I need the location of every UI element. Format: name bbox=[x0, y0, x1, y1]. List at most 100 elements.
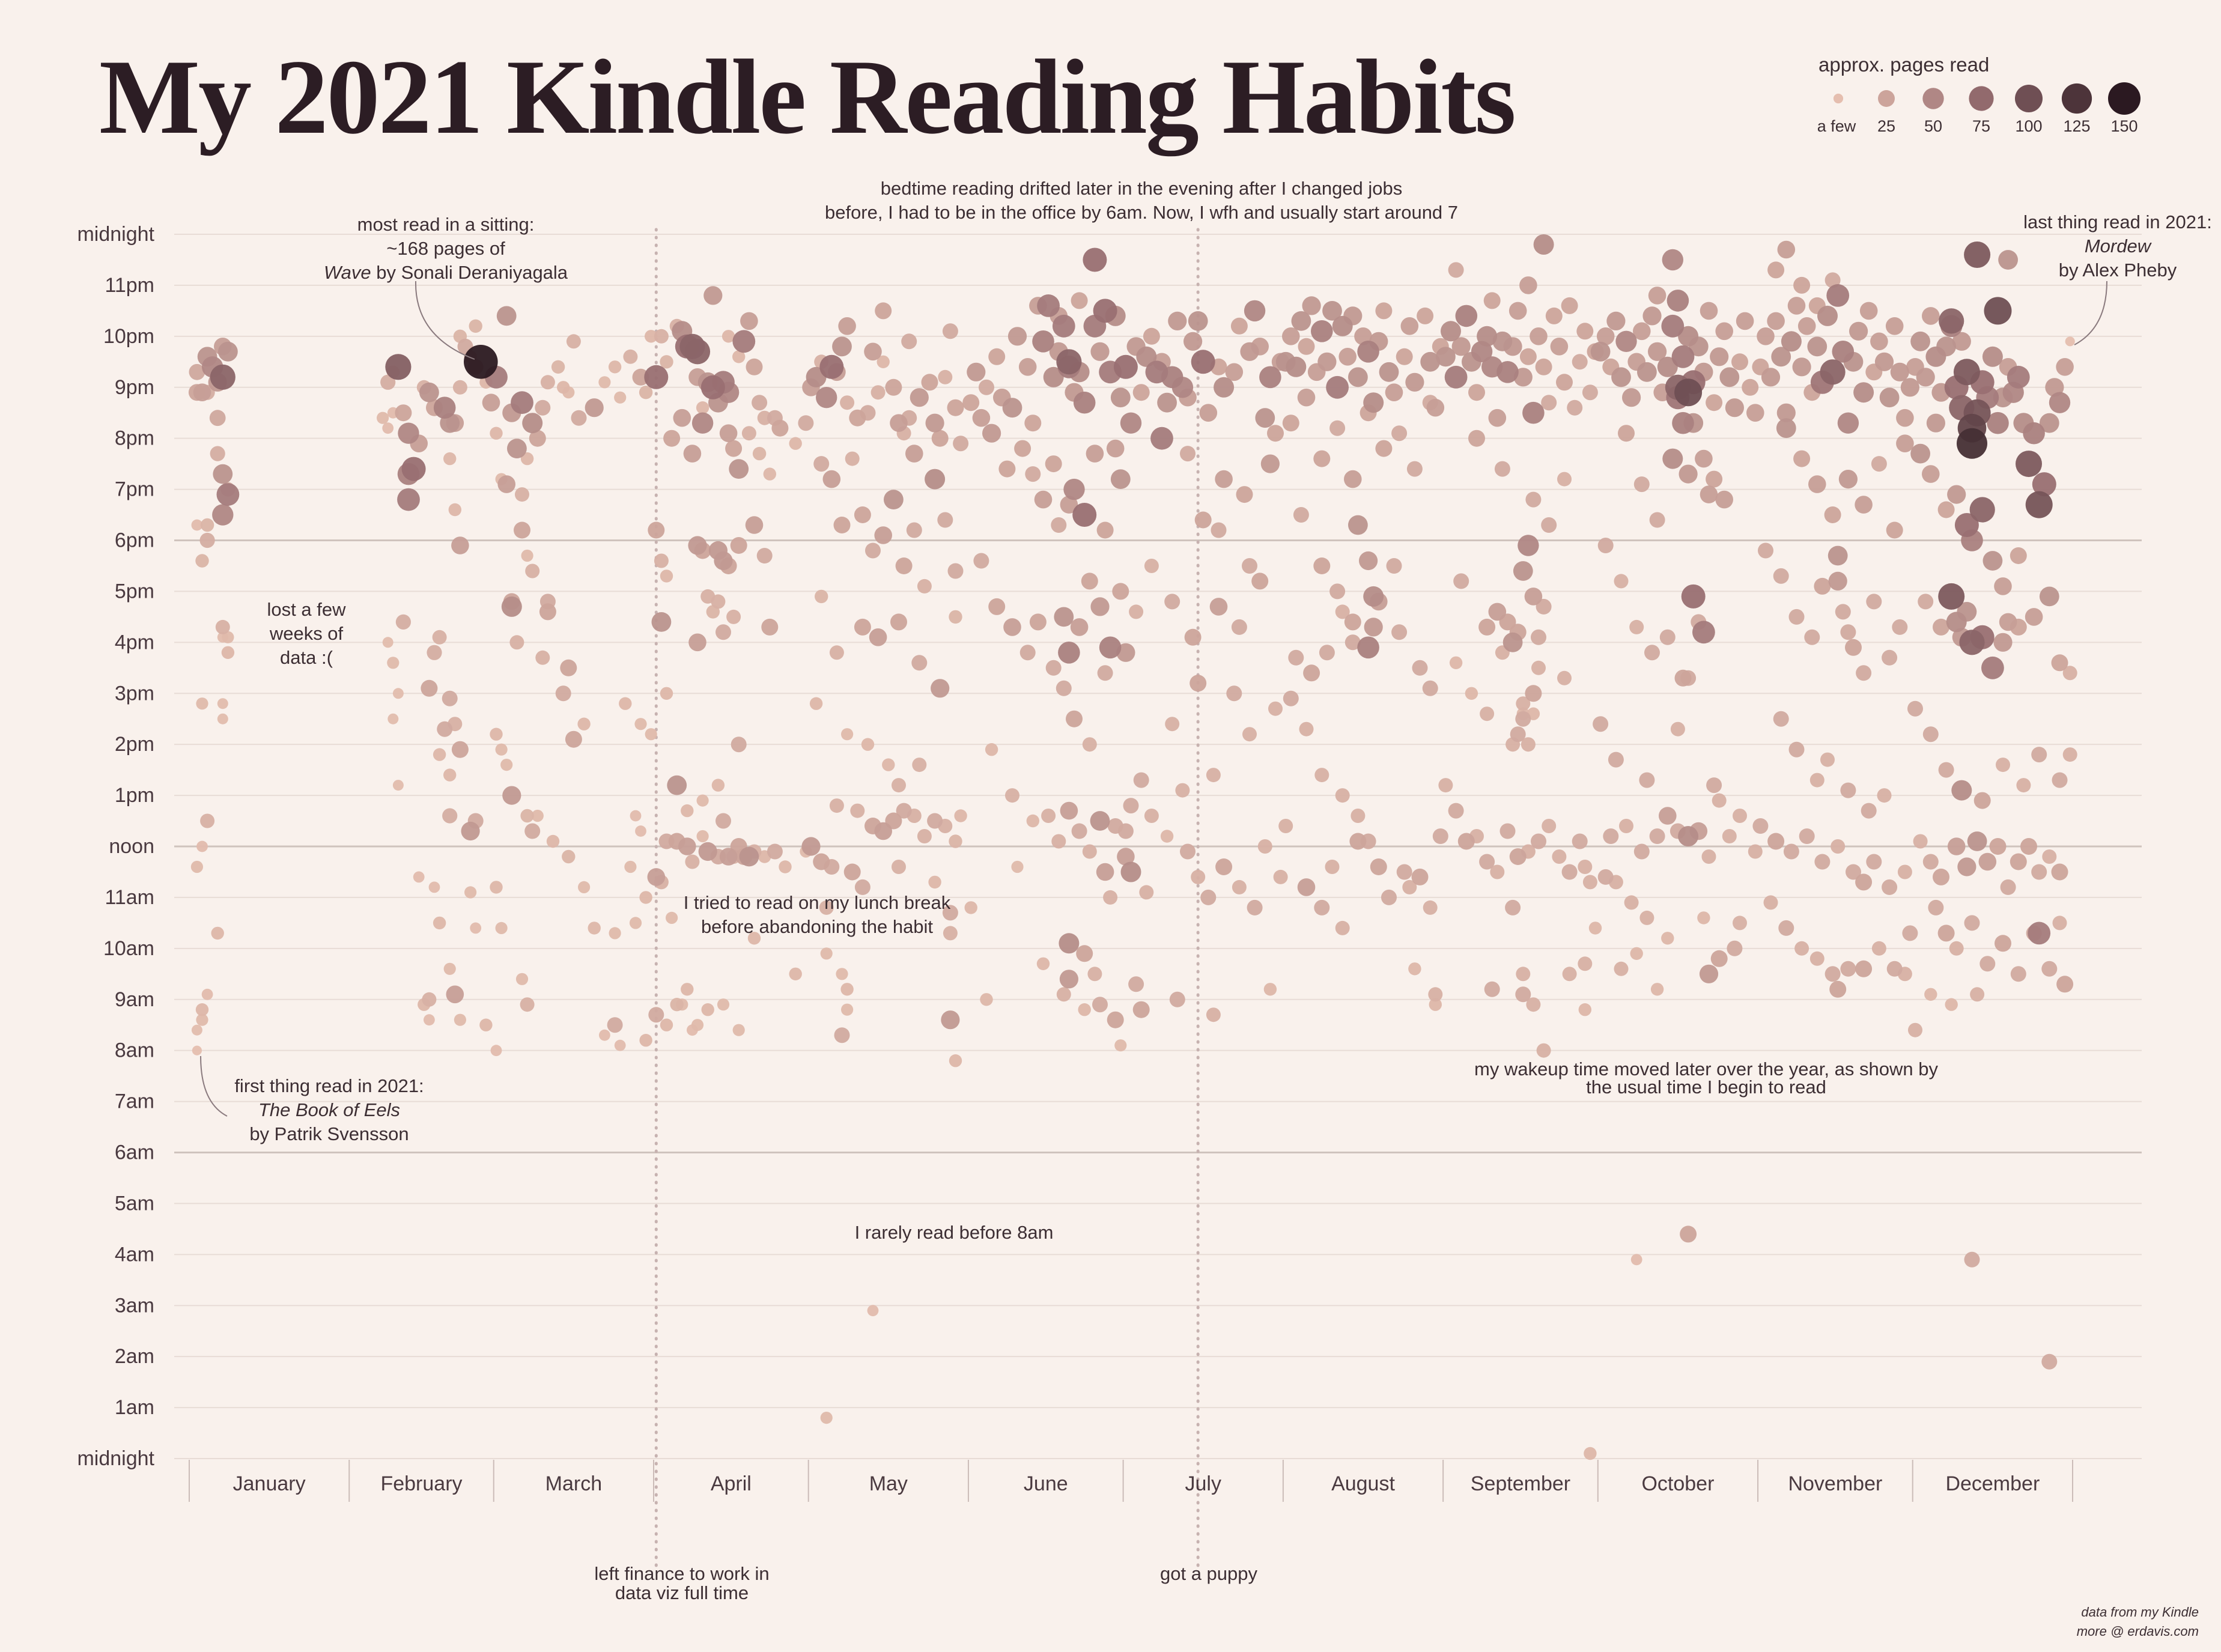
reading-session-dot bbox=[1183, 332, 1203, 351]
reading-session-dot bbox=[1060, 496, 1078, 514]
reading-session-dot bbox=[609, 927, 621, 940]
reading-session-dot bbox=[729, 459, 749, 479]
bedtime-note-line2: before, I had to be in the office by 6am… bbox=[825, 202, 1458, 223]
reading-session-dot bbox=[711, 779, 725, 792]
reading-session-dot bbox=[1970, 987, 1985, 1002]
reading-session-dot bbox=[1011, 860, 1024, 873]
reading-session-dot bbox=[1436, 347, 1456, 367]
reading-session-dot bbox=[524, 823, 541, 839]
reading-session-dot bbox=[607, 1017, 623, 1033]
y-tick-label: 9pm bbox=[115, 376, 154, 399]
lost-data-note-line2: weeks of bbox=[269, 623, 344, 644]
reading-session-dot bbox=[752, 446, 767, 461]
reading-session-dot bbox=[1066, 710, 1083, 727]
reading-session-dot bbox=[1885, 317, 1904, 335]
reading-session-dot bbox=[925, 413, 944, 433]
reading-session-dot bbox=[535, 650, 550, 665]
reading-session-dot bbox=[497, 475, 515, 493]
reading-session-dot bbox=[1639, 910, 1654, 925]
reading-session-dot bbox=[193, 383, 211, 401]
reading-session-dot bbox=[681, 804, 694, 818]
reading-session-dot bbox=[1359, 551, 1378, 571]
reading-session-dot bbox=[1128, 976, 1144, 992]
reading-session-dot bbox=[1855, 873, 1873, 891]
reading-session-dot bbox=[967, 362, 986, 381]
reading-session-dot bbox=[1838, 470, 1858, 489]
reading-session-dot bbox=[1257, 839, 1272, 854]
reading-session-dot bbox=[1535, 358, 1552, 375]
reading-session-dot bbox=[1981, 656, 2004, 679]
reading-session-dot bbox=[644, 365, 669, 389]
reading-session-dot bbox=[1402, 879, 1417, 894]
reading-session-dot bbox=[1005, 788, 1019, 803]
reading-session-dot bbox=[1695, 449, 1713, 468]
reading-session-dot bbox=[1552, 849, 1567, 864]
annotations: most read in a sitting: ~168 pages of Wa… bbox=[200, 178, 2212, 1639]
reading-session-dot bbox=[213, 464, 233, 484]
reading-session-dot bbox=[850, 803, 865, 818]
reading-session-dot bbox=[1189, 675, 1207, 692]
reading-session-dot bbox=[1405, 372, 1424, 392]
reading-session-dot bbox=[195, 1003, 209, 1016]
reading-session-dot bbox=[1199, 404, 1218, 422]
reading-session-dot bbox=[836, 968, 848, 980]
data-points bbox=[188, 234, 2077, 1460]
y-tick-label: 1pm bbox=[115, 784, 154, 807]
reading-session-dot bbox=[1438, 778, 1453, 793]
reading-session-dot bbox=[1882, 649, 1898, 666]
lost-data-note-line3: data :( bbox=[280, 647, 333, 668]
reading-session-dot bbox=[1396, 864, 1412, 880]
reading-session-dot bbox=[1561, 864, 1578, 880]
reading-session-dot bbox=[1840, 624, 1856, 640]
reading-session-dot bbox=[500, 759, 513, 771]
reading-session-dot bbox=[1291, 311, 1311, 331]
reading-session-dot bbox=[1804, 629, 1820, 645]
reading-session-dot bbox=[1519, 348, 1537, 365]
reading-session-dot bbox=[1692, 621, 1715, 644]
reading-session-dot bbox=[1036, 957, 1050, 971]
reading-session-dot bbox=[490, 727, 503, 741]
reading-session-dot bbox=[1165, 717, 1180, 732]
reading-session-dot bbox=[1082, 737, 1097, 752]
reading-session-dot bbox=[1995, 935, 2011, 952]
reading-session-dot bbox=[639, 891, 652, 904]
reading-session-dot bbox=[1793, 276, 1811, 294]
reading-session-dot bbox=[1982, 346, 2003, 367]
reading-session-dot bbox=[1136, 346, 1157, 367]
reading-session-dot bbox=[1002, 398, 1022, 418]
reading-session-dot bbox=[1385, 383, 1403, 401]
reading-session-dot bbox=[1054, 607, 1074, 627]
reading-session-dot bbox=[1215, 470, 1233, 488]
reading-session-dot bbox=[943, 926, 958, 941]
reading-session-dot bbox=[1742, 378, 1759, 396]
reading-session-dot bbox=[1667, 290, 1689, 312]
reading-session-dot bbox=[947, 563, 964, 579]
reading-session-dot bbox=[1526, 997, 1541, 1012]
reading-session-dot bbox=[719, 424, 738, 442]
reading-session-dot bbox=[1757, 327, 1775, 345]
reading-session-dot bbox=[980, 993, 993, 1006]
reading-session-dot bbox=[813, 456, 830, 472]
reading-session-dot bbox=[1024, 415, 1042, 432]
reading-session-dot bbox=[1672, 411, 1694, 434]
reading-session-dot bbox=[982, 424, 1001, 443]
reading-session-dot bbox=[1924, 988, 1937, 1001]
reading-session-dot bbox=[557, 381, 570, 394]
reading-session-dot bbox=[1614, 574, 1629, 589]
reading-session-dot bbox=[1964, 915, 1980, 931]
reading-session-dot bbox=[1143, 327, 1160, 345]
reading-session-dot bbox=[711, 594, 726, 609]
reading-session-dot bbox=[1510, 726, 1526, 742]
reading-session-dot bbox=[732, 350, 746, 363]
reading-session-dot bbox=[509, 635, 524, 650]
reading-session-dot bbox=[217, 713, 228, 724]
reading-session-dot bbox=[1733, 916, 1747, 931]
reading-session-dot bbox=[1530, 327, 1548, 345]
reading-session-dot bbox=[1041, 809, 1056, 823]
reading-session-dot bbox=[1168, 311, 1187, 331]
reading-session-dot bbox=[1007, 327, 1027, 346]
reading-session-dot bbox=[1078, 1003, 1091, 1016]
reading-session-dot bbox=[864, 342, 882, 361]
reading-session-dot bbox=[1561, 297, 1578, 314]
reading-session-dot bbox=[756, 548, 773, 563]
